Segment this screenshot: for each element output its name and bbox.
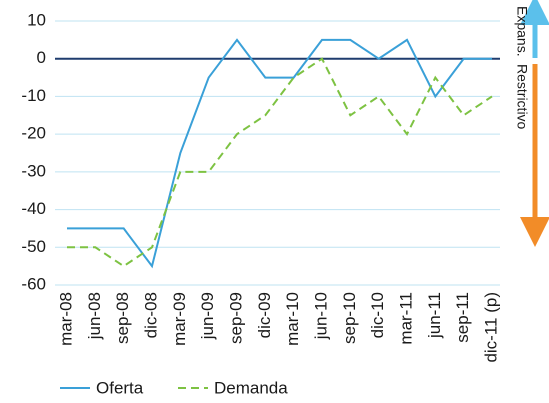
x-tick-label: mar-10 <box>283 292 302 346</box>
x-tick-label: mar-09 <box>170 292 189 346</box>
x-tick-label: dic-08 <box>141 292 160 338</box>
x-tick-label: mar-08 <box>56 292 75 346</box>
annotation: Restrictivo <box>514 64 530 130</box>
x-tick-label: sep-10 <box>340 292 359 344</box>
legend-label: Demanda <box>214 378 288 397</box>
y-tick-label: -10 <box>21 86 46 105</box>
y-tick-label: 10 <box>27 10 46 29</box>
annotation: Expans. <box>514 6 530 57</box>
x-tick-label: mar-11 <box>396 292 415 345</box>
x-tick-label: jun-10 <box>311 292 330 340</box>
y-tick-label: -50 <box>21 237 46 256</box>
y-tick-label: -20 <box>21 124 46 143</box>
x-tick-label: jun-11 <box>425 292 444 339</box>
x-tick-label: dic-11 (p) <box>481 292 500 363</box>
series-line <box>67 38 492 269</box>
y-tick-label: 0 <box>37 48 46 67</box>
x-tick-label: sep-09 <box>226 292 245 344</box>
x-tick-label: dic-09 <box>255 292 274 338</box>
x-tick-label: jun-08 <box>85 292 104 340</box>
series-line <box>67 57 493 268</box>
x-tick-label: dic-10 <box>368 292 387 338</box>
y-tick-label: -60 <box>21 274 46 293</box>
y-tick-label: -30 <box>21 161 46 180</box>
x-tick-label: sep-08 <box>113 292 132 344</box>
y-tick-label: -40 <box>21 199 46 218</box>
x-tick-label: jun-09 <box>198 292 217 340</box>
legend-label: Oferta <box>96 378 144 397</box>
x-tick-label: sep-11 <box>453 292 472 343</box>
